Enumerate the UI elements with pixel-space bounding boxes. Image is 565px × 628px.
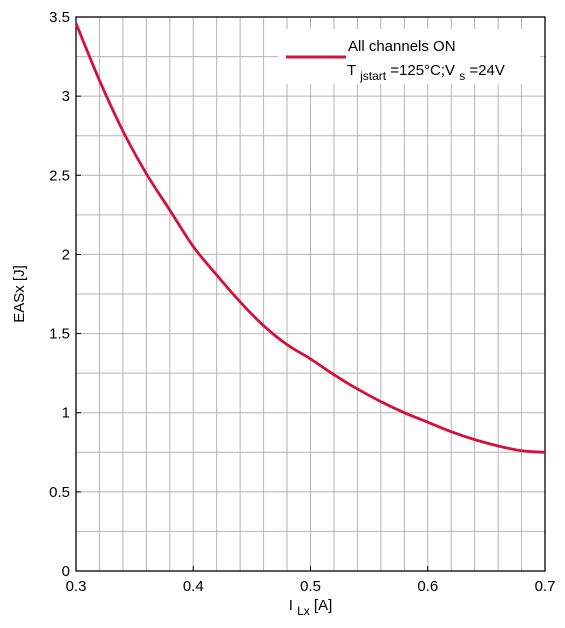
legend-label-all-channels: All channels ON [348,38,456,55]
x-tick-label: 0.3 [66,578,87,595]
y-tick-label: 0.5 [49,484,70,501]
x-tick-label: 0.7 [535,578,556,595]
x-axis-ticks: 0.3 0.4 0.5 0.6 0.7 [66,566,556,595]
legend-t: T [347,62,356,79]
y-tick-label: 3.5 [49,9,70,26]
x-tick-label: 0.5 [300,578,321,595]
series-line-all-channels [74,22,546,454]
x-axis-label: I Lx [A] [289,597,333,619]
y-axis-label: EASx [J] [11,265,28,323]
y-tick-label: 2.5 [49,167,70,184]
y-tick-label: 3 [62,88,70,105]
legend: All channels ON T jstart =125°C;V s =24V [278,29,540,84]
y-tick-label: 0 [62,563,70,580]
grid-lines [76,17,545,571]
legend-label-conditions: T jstart =125°C;V s =24V [347,62,505,84]
legend-voltage: =24V [469,62,504,79]
legend-vs-subscript: s [459,69,465,83]
x-tick-label: 0.4 [183,578,204,595]
y-axis-ticks: 0 0.5 1 1.5 2 2.5 3 3.5 [49,9,81,580]
legend-temp-vs: =125°C;V [390,62,455,79]
x-axis-label-subscript: Lx [297,604,310,618]
x-axis-label-unit: [A] [314,597,332,614]
legend-t-subscript: jstart [359,69,387,83]
y-tick-label: 1 [62,405,70,422]
y-tick-label: 2 [62,246,70,263]
series-layer [74,22,546,454]
y-tick-label: 1.5 [49,326,70,343]
x-tick-label: 0.6 [417,578,438,595]
x-axis-label-main: I [289,597,293,614]
